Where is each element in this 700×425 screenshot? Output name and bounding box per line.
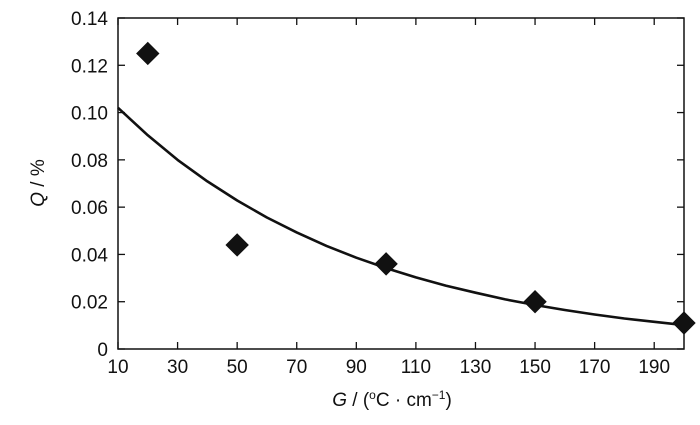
x-tick-label: 110	[401, 357, 431, 378]
data-point-diamond	[672, 311, 696, 335]
x-tick-label: 70	[286, 357, 307, 378]
y-tick-label: 0.08	[71, 151, 108, 172]
x-tick-label: 150	[519, 357, 551, 378]
x-axis-label-rest: / (	[347, 390, 370, 411]
fit-curve-line	[117, 106, 685, 327]
x-tick-label: 10	[107, 357, 128, 378]
x-tick-label: 50	[227, 357, 248, 378]
x-axis-label: G / (oC · cm−1)	[332, 388, 452, 411]
fit-curve	[117, 106, 685, 327]
x-tick-label: 190	[638, 357, 670, 378]
y-tick-label: 0.02	[71, 293, 108, 314]
x-axis-label-degree: o	[369, 388, 376, 402]
x-axis-label-close: )	[445, 390, 451, 411]
y-tick-label: 0.14	[71, 9, 108, 30]
x-tick-label: 170	[579, 357, 611, 378]
x-axis-label-unit: C · cm	[376, 390, 432, 411]
x-tick-label: 90	[346, 357, 367, 378]
y-tick-label: 0.10	[71, 104, 108, 125]
data-point-diamond	[225, 233, 249, 257]
y-tick-label: 0	[97, 340, 108, 361]
data-point-diamond	[523, 290, 547, 314]
data-point-diamond	[374, 252, 398, 276]
x-axis-label-exponent: −1	[432, 388, 446, 402]
y-tick-label: 0.04	[71, 245, 108, 266]
y-tick-label: 0.06	[71, 198, 108, 219]
y-axis-label: Q / %	[28, 159, 49, 207]
y-tick-label: 0.12	[71, 56, 108, 77]
x-axis-label-var: G	[332, 390, 347, 411]
x-axis: 10 30 50 70 90 110 130 150 170 190	[107, 18, 670, 378]
plot-frame	[117, 17, 685, 350]
y-axis: 0 0.02 0.04 0.06 0.08 0.10 0.12 0.14	[71, 9, 684, 361]
x-tick-label: 30	[167, 357, 188, 378]
y-axis-label-rest: / %	[28, 159, 49, 192]
y-axis-label-var: Q	[28, 192, 49, 207]
data-points	[136, 41, 696, 335]
data-point-diamond	[136, 41, 160, 66]
x-tick-label: 130	[460, 357, 492, 378]
